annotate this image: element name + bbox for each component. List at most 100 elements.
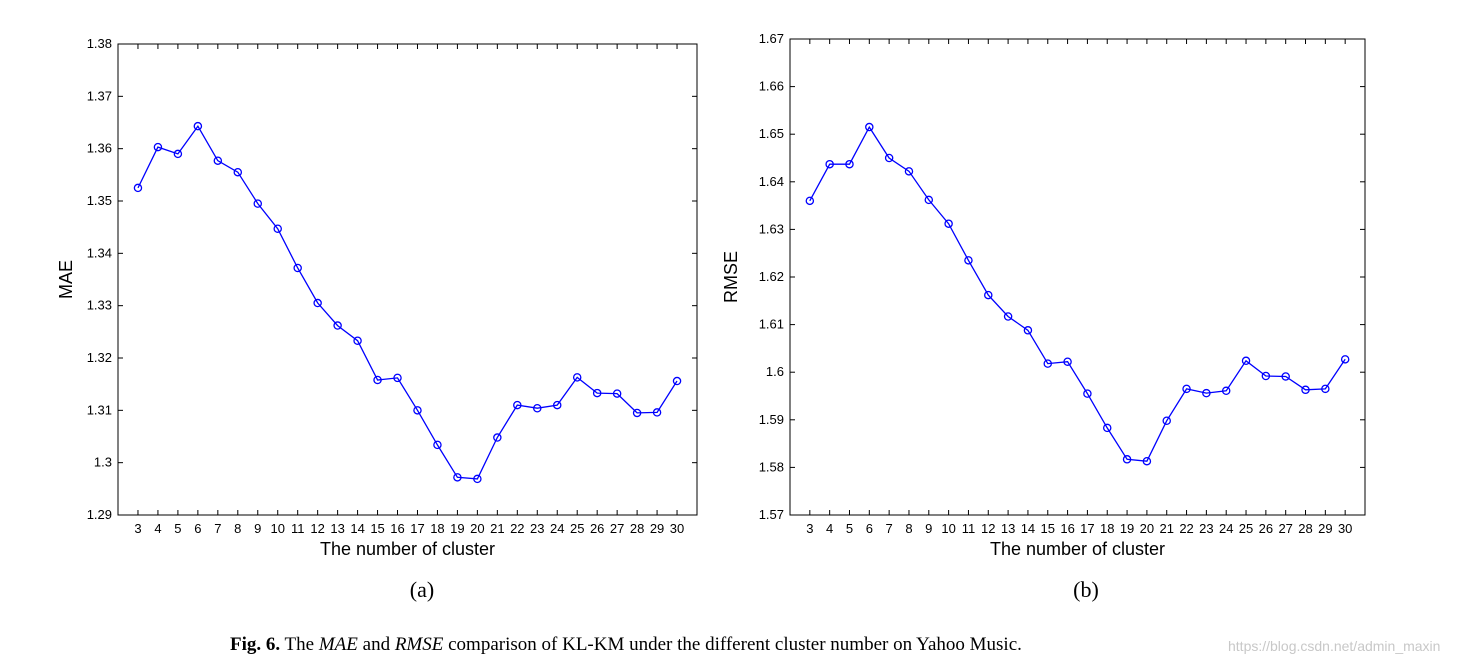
x-tick-label: 17	[1080, 521, 1094, 536]
x-tick-label: 22	[510, 521, 524, 536]
data-point	[964, 256, 973, 265]
x-tick-label: 15	[1041, 521, 1055, 536]
x-tick-label: 21	[490, 521, 504, 536]
x-tick-label: 27	[610, 521, 624, 536]
x-tick-label: 27	[1278, 521, 1292, 536]
data-point	[805, 196, 815, 206]
data-point	[984, 290, 993, 300]
caption-rmse: RMSE	[394, 634, 444, 655]
data-point	[572, 373, 582, 382]
x-tick-label: 11	[962, 521, 976, 536]
data-point	[1063, 357, 1072, 366]
y-tick-label: 1.57	[759, 507, 784, 522]
data-point	[513, 400, 522, 410]
x-tick-label: 19	[1120, 521, 1134, 536]
data-point	[1162, 416, 1171, 426]
x-tick-label: 26	[590, 521, 604, 536]
y-tick-label: 1.37	[87, 88, 112, 103]
x-tick-label: 12	[981, 521, 995, 536]
data-point	[213, 156, 223, 165]
x-tick-label: 3	[806, 521, 813, 536]
data-point	[884, 153, 894, 163]
panel-label: (b)	[1073, 577, 1099, 602]
data-point	[533, 403, 542, 413]
y-tick-label: 1.59	[759, 412, 784, 427]
x-tick-label: 7	[214, 521, 221, 536]
y-tick-label: 1.36	[87, 141, 112, 156]
data-point	[1023, 326, 1033, 335]
x-tick-label: 18	[430, 521, 444, 536]
data-point	[333, 321, 342, 330]
data-point	[193, 121, 203, 131]
data-point	[845, 159, 854, 169]
data-point	[592, 388, 602, 398]
data-point	[924, 195, 934, 205]
data-point	[1142, 456, 1152, 466]
y-axis-label: RMSE	[721, 251, 741, 303]
y-tick-label: 1.64	[759, 174, 784, 189]
data-point	[1301, 385, 1310, 395]
x-tick-label: 24	[1219, 521, 1233, 536]
chart-panel-1: 1.29 1.3 1.31 1.32 1.33 1.34 1.35 1.36 1.37 1.38 3…	[56, 36, 698, 602]
x-tick-label: 28	[1298, 521, 1312, 536]
x-tick-label: 3	[134, 521, 141, 536]
y-tick-label: 1.63	[759, 221, 784, 236]
x-tick-label: 22	[1179, 521, 1193, 536]
x-tick-label: 25	[570, 521, 584, 536]
plot-frame	[789, 38, 1366, 516]
x-tick-label: 23	[1199, 521, 1213, 536]
x-tick-label: 5	[846, 521, 853, 536]
data-point	[944, 219, 953, 228]
data-point	[632, 408, 642, 418]
data-point	[373, 375, 382, 385]
data-point	[672, 376, 682, 386]
x-tick-label: 28	[630, 521, 644, 536]
x-axis-label: The number of cluster	[320, 539, 495, 559]
panel-label: (a)	[410, 577, 434, 602]
data-point	[1003, 312, 1013, 321]
x-tick-label: 25	[1239, 521, 1253, 536]
x-tick-label: 13	[1001, 521, 1015, 536]
data-point	[825, 159, 834, 169]
x-tick-label: 14	[350, 521, 364, 536]
x-tick-label: 7	[886, 521, 893, 536]
data-point	[313, 298, 322, 308]
x-tick-label: 10	[941, 521, 955, 536]
x-tick-label: 20	[470, 521, 484, 536]
x-tick-label: 15	[370, 521, 384, 536]
x-tick-label: 21	[1159, 521, 1173, 536]
data-point	[393, 373, 402, 383]
series-line	[137, 125, 678, 480]
figure-caption: Fig. 6. The MAE and RMSE comparison of K…	[230, 634, 1022, 656]
x-tick-label: 6	[866, 521, 873, 536]
y-axis-label: MAE	[56, 260, 76, 299]
caption-fig-label: Fig. 6.	[230, 634, 281, 655]
x-tick-label: 11	[291, 521, 305, 536]
data-point	[1281, 372, 1290, 381]
y-tick-label: 1.3	[94, 455, 112, 470]
data-point	[552, 400, 562, 410]
x-tick-label: 8	[234, 521, 241, 536]
x-tick-label: 14	[1021, 521, 1035, 536]
y-tick-label: 1.29	[87, 507, 112, 522]
x-tick-label: 8	[905, 521, 912, 536]
y-tick-label: 1.67	[759, 31, 784, 46]
data-point	[353, 336, 362, 345]
data-point	[253, 199, 263, 208]
y-tick-label: 1.34	[87, 245, 112, 260]
data-point	[865, 122, 874, 132]
data-point	[433, 440, 442, 450]
data-point	[1083, 389, 1092, 398]
x-tick-label: 29	[1318, 521, 1332, 536]
y-tick-label: 1.58	[759, 459, 784, 474]
x-tick-label: 19	[450, 521, 464, 536]
data-point	[293, 263, 302, 273]
x-tick-label: 23	[530, 521, 544, 536]
data-point	[1340, 355, 1350, 364]
y-tick-label: 1.31	[87, 402, 112, 417]
data-point	[153, 142, 163, 152]
x-tick-label: 26	[1259, 521, 1273, 536]
data-point	[904, 167, 914, 176]
data-point	[1102, 423, 1112, 433]
